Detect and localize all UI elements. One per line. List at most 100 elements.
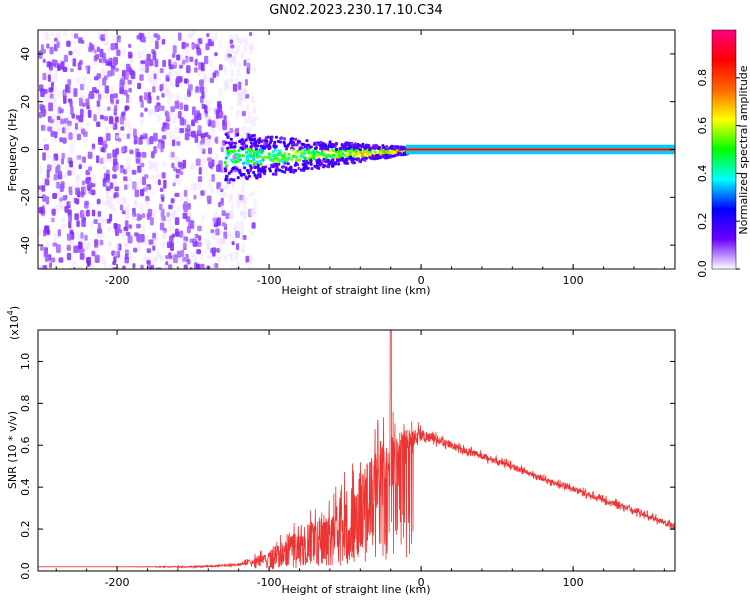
noise-cell <box>42 72 47 81</box>
noise-cell <box>230 264 235 269</box>
noise-cell <box>146 86 151 92</box>
onset-cell <box>320 162 323 166</box>
noise-cell <box>105 133 111 142</box>
onset-cell <box>252 154 256 158</box>
noise-cell <box>190 166 195 171</box>
noise-cell <box>216 101 222 109</box>
noise-cell <box>211 232 217 241</box>
onset-cell <box>315 164 319 168</box>
noise-cell <box>59 194 63 202</box>
onset-cell <box>309 161 313 165</box>
noise-cell <box>152 109 157 116</box>
noise-cell <box>182 48 187 53</box>
noise-cell <box>105 41 109 47</box>
noise-cell <box>248 112 252 120</box>
noise-cell <box>192 106 196 116</box>
noise-cell <box>42 137 47 143</box>
onset-cell <box>306 161 310 165</box>
noise-cell <box>74 213 79 221</box>
noise-cell <box>188 34 194 39</box>
noise-cell <box>240 209 244 216</box>
noise-cell <box>180 249 185 257</box>
onset-cell <box>297 167 301 170</box>
noise-cell <box>126 97 132 103</box>
noise-cell <box>169 69 173 75</box>
noise-cell <box>97 82 102 88</box>
noise-cell <box>48 217 54 222</box>
noise-cell <box>72 47 77 55</box>
noise-cell <box>50 130 55 137</box>
noise-cell <box>146 142 151 147</box>
onset-cell <box>354 149 358 153</box>
noise-cell <box>128 224 133 229</box>
noise-cell <box>43 88 48 94</box>
noise-cell <box>170 242 174 252</box>
noise-cell <box>137 242 141 252</box>
onset-cell <box>382 146 386 150</box>
noise-cell <box>149 59 154 67</box>
noise-cell <box>161 172 166 179</box>
noise-cell <box>70 265 75 269</box>
y-tick-label: 0.0 <box>19 562 32 580</box>
noise-cell <box>174 217 180 226</box>
noise-cell <box>157 179 161 186</box>
noise-cell <box>248 254 253 264</box>
noise-cell <box>248 208 252 218</box>
onset-cell <box>316 160 320 164</box>
noise-cell <box>52 85 58 93</box>
noise-cell <box>49 93 54 99</box>
noise-cell <box>132 181 137 190</box>
noise-cell <box>50 257 56 263</box>
noise-cell <box>51 217 55 223</box>
noise-cell <box>123 145 128 153</box>
onset-cell <box>317 158 321 162</box>
noise-cell <box>186 258 191 265</box>
noise-cell <box>74 33 79 39</box>
onset-cell <box>249 168 253 172</box>
noise-cell <box>121 230 127 238</box>
noise-cell <box>101 156 107 163</box>
noise-cell <box>164 110 169 116</box>
noise-cell <box>119 164 124 174</box>
noise-cell <box>64 206 69 213</box>
noise-cell <box>80 191 85 198</box>
onset-cell <box>344 147 348 151</box>
x-tick-label: 0 <box>418 274 425 287</box>
noise-cell <box>234 250 240 259</box>
noise-cell <box>144 253 148 261</box>
onset-cell <box>274 135 278 139</box>
noise-cell <box>60 61 65 70</box>
noise-cell <box>231 182 235 189</box>
noise-cell <box>76 179 80 188</box>
noise-cell <box>46 164 52 172</box>
noise-cell <box>62 127 66 134</box>
noise-cell <box>178 195 184 202</box>
noise-cell <box>155 105 161 112</box>
noise-cell <box>206 106 212 112</box>
noise-cell <box>57 63 61 72</box>
noise-cell <box>84 234 88 241</box>
noise-cell <box>164 266 168 269</box>
colorbar: 0.0 0.2 0.4 0.6 0.8 Normalized spectral ampl… <box>696 29 750 278</box>
onset-cell <box>337 162 341 166</box>
onset-cell <box>285 144 289 148</box>
noise-cell <box>76 133 81 141</box>
noise-cell <box>73 245 79 254</box>
noise-cell <box>162 161 166 168</box>
onset-cell <box>224 141 228 145</box>
noise-cell <box>75 155 79 163</box>
noise-cell <box>235 230 240 238</box>
onset-cell <box>261 158 265 162</box>
noise-cell <box>223 191 228 198</box>
y-tick-label: 0.2 <box>19 520 32 538</box>
noise-cell <box>73 88 78 97</box>
noise-cell <box>209 252 213 259</box>
noise-cell <box>145 58 150 67</box>
noise-cell <box>81 248 85 253</box>
noise-cell <box>244 117 250 124</box>
noise-cell <box>162 79 166 88</box>
noise-cell <box>246 68 250 74</box>
noise-cell <box>215 153 219 162</box>
noise-cell <box>39 264 43 269</box>
noise-cell <box>42 152 46 161</box>
